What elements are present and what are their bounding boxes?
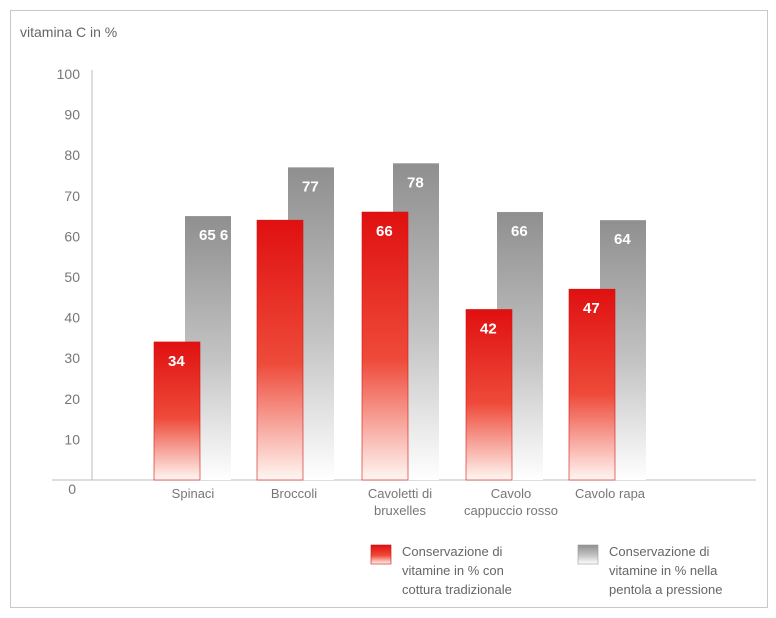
bar-traditional-front bbox=[361, 211, 409, 481]
y-tick-label: 80 bbox=[64, 147, 80, 163]
x-tick-label: Broccoli bbox=[271, 486, 317, 501]
y-tick-label: 60 bbox=[64, 228, 80, 244]
legend-label: vitamine in % con bbox=[402, 563, 504, 578]
x-tick-label: Spinaci bbox=[172, 486, 215, 501]
bar-traditional-front bbox=[256, 219, 304, 481]
legend-label: pentola a pressione bbox=[609, 582, 722, 597]
y-tick-label: 40 bbox=[64, 310, 80, 326]
bars-group: 34 65 6 77 66 78 42 66 47 64 bbox=[153, 163, 646, 481]
bar-traditional-front bbox=[568, 288, 616, 481]
x-tick-label: cappuccio rosso bbox=[464, 503, 558, 518]
x-tick-label: Cavolo rapa bbox=[575, 486, 646, 501]
legend-swatch-pressure bbox=[577, 544, 599, 565]
y-axis-label: vitamina C in % bbox=[20, 24, 117, 40]
y-tick-label: 100 bbox=[57, 66, 81, 82]
y-tick-label: 30 bbox=[64, 350, 80, 366]
x-tick-label: Cavolo bbox=[491, 486, 531, 501]
bar-traditional-front bbox=[153, 341, 201, 481]
y-tick-label: 0 bbox=[68, 481, 76, 497]
legend-swatch-traditional bbox=[370, 544, 392, 565]
bar-value-label: 77 bbox=[302, 178, 319, 195]
bar-value-label: 66 bbox=[376, 223, 393, 240]
bar-value-label: 66 bbox=[511, 223, 528, 240]
bar-value-label: 78 bbox=[407, 174, 424, 191]
x-tick-label: Cavoletti di bbox=[368, 486, 432, 501]
y-axis-ticks: 0 10 20 30 40 50 60 70 80 90 100 bbox=[57, 66, 81, 497]
x-tick-label: bruxelles bbox=[374, 503, 427, 518]
bar-value-label: 34 bbox=[168, 353, 185, 370]
y-tick-label: 20 bbox=[64, 391, 80, 407]
y-tick-label: 10 bbox=[64, 431, 80, 447]
y-tick-label: 50 bbox=[64, 269, 80, 285]
bar-value-label: 65 6 bbox=[199, 227, 228, 244]
legend-label: Conservazione di bbox=[402, 544, 503, 559]
y-tick-label: 70 bbox=[64, 188, 80, 204]
category-labels: Spinaci Broccoli Cavoletti di bruxelles Cavo… bbox=[172, 486, 646, 518]
legend-label: vitamine in % nella bbox=[609, 563, 718, 578]
legend-label: Conservazione di bbox=[609, 544, 710, 559]
bar-value-label: 47 bbox=[583, 300, 600, 317]
bar-traditional-front bbox=[465, 309, 513, 481]
y-tick-label: 90 bbox=[64, 107, 80, 123]
legend: Conservazione di vitamine in % con cottura… bbox=[370, 544, 722, 597]
legend-label: cottura tradizionale bbox=[402, 582, 512, 597]
bar-value-label: 64 bbox=[614, 231, 631, 248]
bar-value-label: 42 bbox=[480, 320, 497, 337]
